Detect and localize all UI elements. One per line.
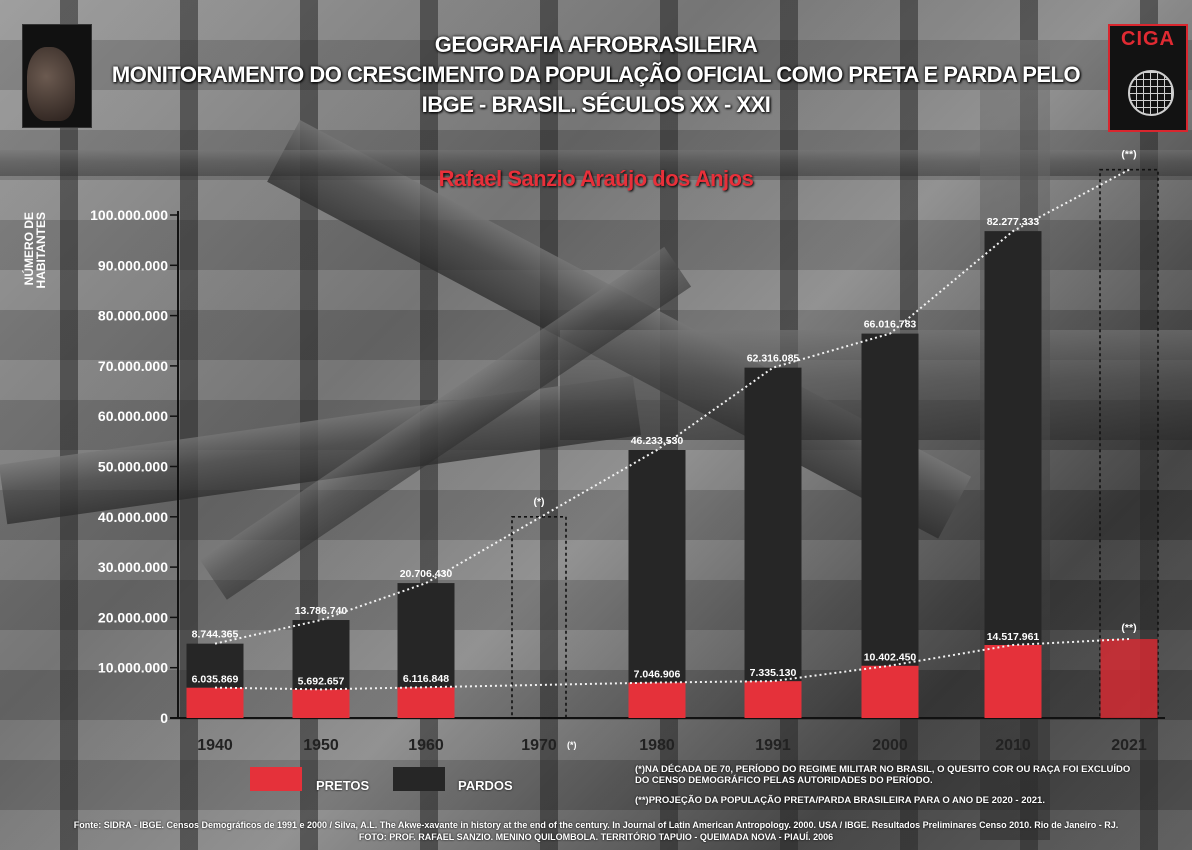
data-label-pretos-1940: 6.035.869 xyxy=(192,674,239,686)
x-tick-label-1991: 1991 xyxy=(755,737,791,754)
x-tick-label-2000: 2000 xyxy=(872,737,908,754)
y-axis-label-line-1: NÚMERO DE xyxy=(21,212,36,285)
y-tick-label: 0 xyxy=(160,710,168,726)
data-label-pardos-1940: 8.744.365 xyxy=(192,629,239,641)
x-tick-suffix-1970: (*) xyxy=(567,740,577,750)
placeholder-label-2021: (**) xyxy=(1121,149,1136,161)
ciga-logo: CIGA xyxy=(1108,24,1188,132)
y-tick-label: 100.000.000 xyxy=(90,207,168,223)
bar-pretos-1980 xyxy=(628,682,686,718)
x-tick-label-1940: 1940 xyxy=(197,737,233,754)
data-label-pardos-1960: 20.706.430 xyxy=(400,568,453,580)
data-label-pretos-1991: 7.335.130 xyxy=(750,667,797,679)
bar-pardos-1940 xyxy=(186,643,244,688)
data-label-pretos-2010: 14.517.961 xyxy=(987,631,1040,643)
bar-pardos-1950 xyxy=(292,620,350,690)
data-label-pretos-1980: 7.046.906 xyxy=(634,669,681,681)
x-tick-label-2021: 2021 xyxy=(1111,737,1147,754)
y-axis-label-line-2: HABITANTES xyxy=(34,212,48,288)
bar-pretos-2021 xyxy=(1100,639,1158,718)
globe-icon xyxy=(1128,70,1174,116)
legend-label-pretos: PRETOS xyxy=(316,778,370,793)
ciga-logo-text: CIGA xyxy=(1121,28,1175,50)
x-tick-label-1980: 1980 xyxy=(639,737,675,754)
y-tick-label: 60.000.000 xyxy=(98,408,168,424)
x-tick-label-1950: 1950 xyxy=(303,737,339,754)
bar-pretos-1940 xyxy=(186,687,244,718)
title-line-3: IBGE - BRASIL. SÉCULOS XX - XXI xyxy=(421,92,771,117)
x-tick-label-1970: 1970 xyxy=(521,737,557,754)
author-name: Rafael Sanzio Araújo dos Anjos xyxy=(438,166,754,191)
left-logo-image xyxy=(22,24,92,128)
bar-pretos-1991 xyxy=(744,681,802,718)
source-citation: Fonte: SIDRA - IBGE. Censos Demográficos… xyxy=(73,820,1119,830)
placeholder-label-1970: (*) xyxy=(533,496,544,508)
data-label-pardos-1950: 13.786.740 xyxy=(295,605,348,617)
bar-pardos-2000 xyxy=(861,333,919,666)
bar-pardos-1980 xyxy=(628,449,686,683)
x-tick-label-1960: 1960 xyxy=(408,737,444,754)
title-line-2: MONITORAMENTO DO CRESCIMENTO DA POPULAÇÃ… xyxy=(111,62,1081,87)
trend-line-pretos xyxy=(214,638,1130,691)
y-tick-label: 30.000.000 xyxy=(98,559,168,575)
bar-pardos-2010 xyxy=(984,231,1042,645)
y-tick-label: 50.000.000 xyxy=(98,459,168,475)
data-label-pardos-1991: 62.316.085 xyxy=(747,353,800,365)
bar-pretos-2010 xyxy=(984,644,1042,718)
photo-credit: FOTO: PROF. RAFAEL SANZIO. MENINO QUILOM… xyxy=(358,832,834,842)
y-tick-label: 40.000.000 xyxy=(98,509,168,525)
y-tick-label: 80.000.000 xyxy=(98,308,168,324)
data-label-pretos-2000: 10.402.450 xyxy=(864,652,917,664)
footnote-projection: (**)PROJEÇÃO DA POPULAÇÃO PRETA/PARDA BR… xyxy=(635,795,1045,806)
title-line-1: GEOGRAFIA AFROBRASILEIRA xyxy=(434,32,758,57)
y-tick-label: 10.000.000 xyxy=(98,660,168,676)
data-label-pretos-1960: 6.116.848 xyxy=(403,673,449,685)
hand-photo-icon xyxy=(27,47,75,121)
y-tick-label: 90.000.000 xyxy=(98,257,168,273)
x-tick-label-2010: 2010 xyxy=(995,737,1031,754)
placeholder-box-1970 xyxy=(511,515,567,719)
data-label-pretos-1950: 5.692.657 xyxy=(298,675,345,687)
bar-pretos-1960 xyxy=(397,687,455,718)
legend-label-pardos: PARDOS xyxy=(458,778,513,793)
projection-label-2021: (**) xyxy=(1121,622,1136,634)
y-tick-label: 20.000.000 xyxy=(98,609,168,625)
legend-swatch-pretos xyxy=(250,767,302,791)
legend-swatch-pardos xyxy=(393,767,445,791)
placeholder-box-2021 xyxy=(1099,168,1159,719)
footnote-1970: (*)NA DÉCADA DE 70, PERÍODO DO REGIME MI… xyxy=(635,764,1131,786)
data-label-pardos-1980: 46.233.530 xyxy=(631,435,684,447)
bar-pardos-1960 xyxy=(397,583,455,688)
bar-pretos-2000 xyxy=(861,665,919,718)
data-label-pardos-2000: 66.016.783 xyxy=(864,319,917,331)
y-tick-label: 70.000.000 xyxy=(98,358,168,374)
bar-pretos-1950 xyxy=(292,689,350,718)
chart-title: GEOGRAFIA AFROBRASILEIRA MONITORAMENTO D… xyxy=(0,30,1192,120)
bar-pardos-1991 xyxy=(744,367,802,682)
